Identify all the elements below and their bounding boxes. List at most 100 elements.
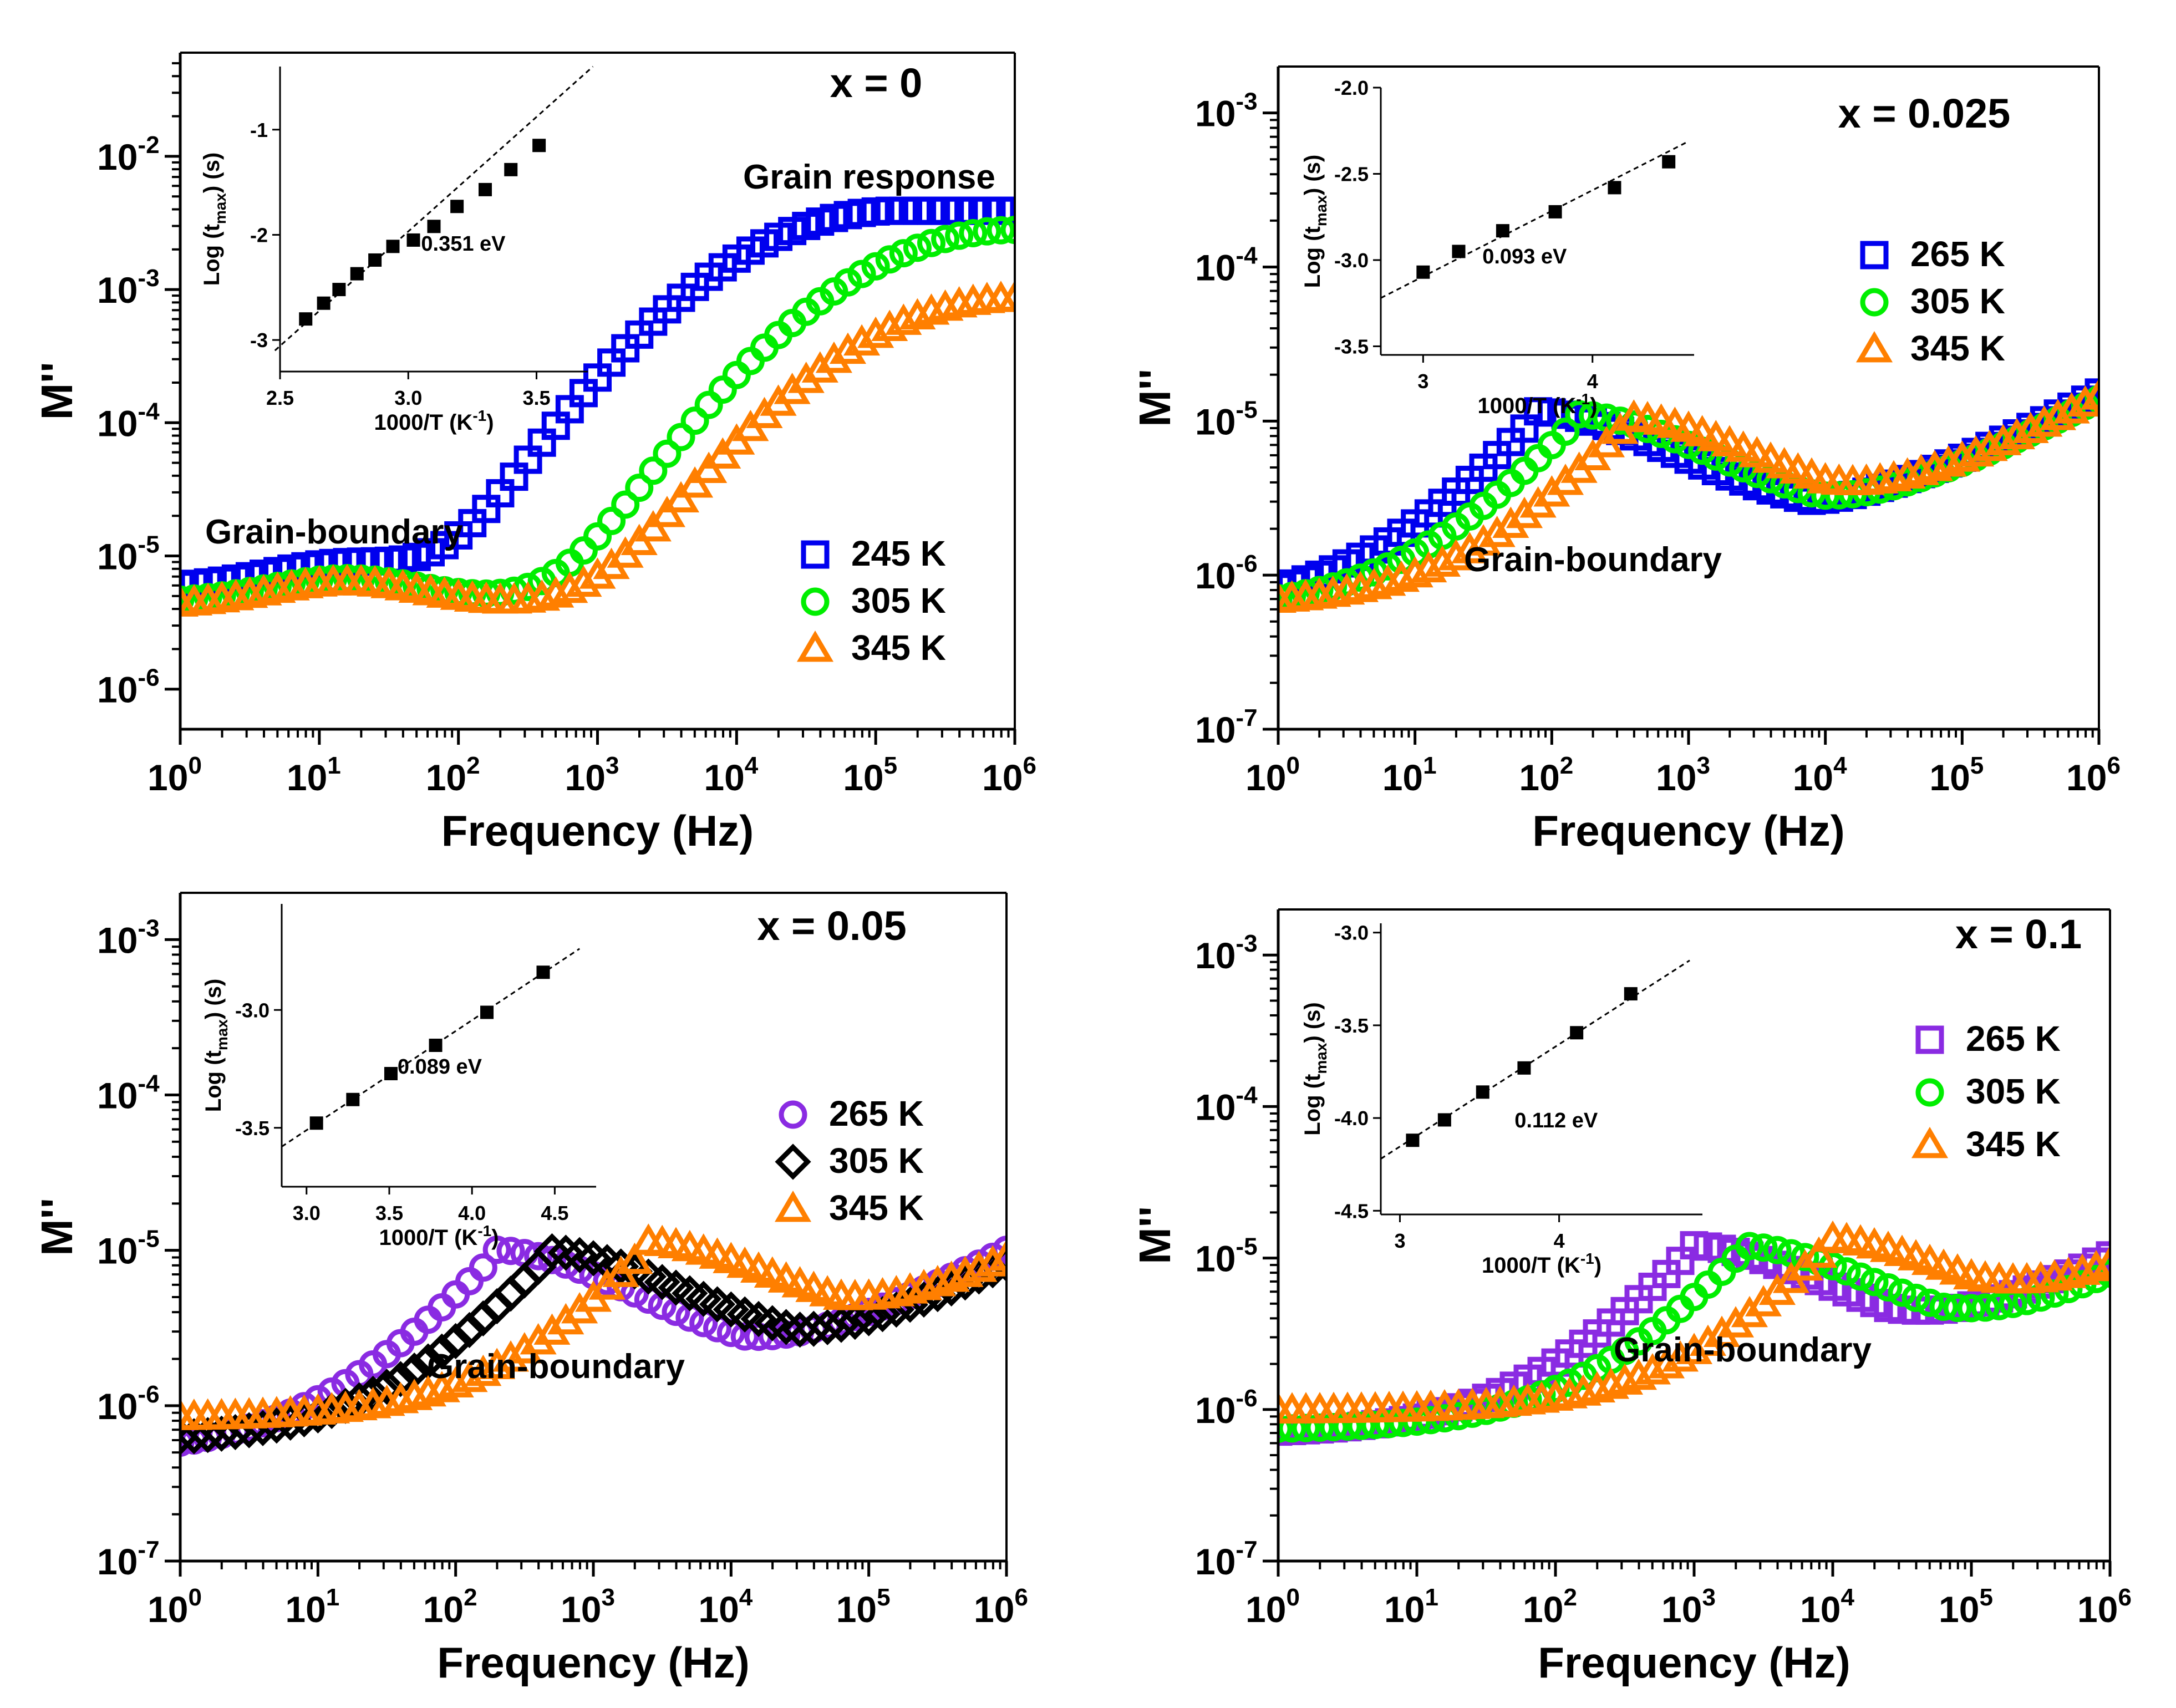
data-point xyxy=(837,1303,873,1340)
x-tick-label: 104 xyxy=(1800,1584,1854,1630)
data-point xyxy=(583,522,612,551)
x-tick-label: 103 xyxy=(1656,752,1710,798)
inset-data-point xyxy=(1416,265,1430,279)
data-point xyxy=(1606,406,1635,435)
data-point xyxy=(1000,216,1015,245)
data-point xyxy=(903,233,932,262)
x-axis-label: Frequency (Hz) xyxy=(437,1638,749,1687)
y-tick-label: 10-3 xyxy=(1195,930,1258,976)
inset-data-point xyxy=(406,233,420,247)
x-axis-label: Frequency (Hz) xyxy=(1538,1638,1850,1687)
legend-label: 345 K xyxy=(1910,328,2005,368)
data-point xyxy=(1800,1236,1838,1268)
legend-marker xyxy=(1915,1025,1944,1054)
data-point xyxy=(2026,405,2063,437)
chart-panel-3: 100 101 102 103 104 105 106 10-7 10-6 10-5 10-4 10-… xyxy=(32,892,1028,1687)
inset-data-point xyxy=(368,253,382,267)
x-tick-label: 101 xyxy=(287,752,341,798)
data-point xyxy=(672,1275,708,1312)
legend-marker xyxy=(1855,331,1893,363)
data-point xyxy=(1451,532,1488,563)
data-point xyxy=(492,1340,530,1372)
inset-data-point xyxy=(480,1005,494,1019)
inset-y-tick-label: -3.0 xyxy=(1334,922,1369,944)
inset-y-tick-label: -3.0 xyxy=(235,999,270,1021)
activation-energy-label: 0.351 eV xyxy=(421,232,506,256)
activation-energy-label: 0.089 eV xyxy=(398,1055,482,1079)
data-point xyxy=(1375,1410,1404,1438)
data-point xyxy=(1846,1262,1875,1291)
chart-panel-2: 100 101 102 103 104 105 106 10-7 10-6 10-5 10-4 10-… xyxy=(1130,65,2121,855)
data-point xyxy=(680,406,709,435)
inset-y-tick-label: -4.5 xyxy=(1334,1199,1369,1222)
inset-fit-line xyxy=(1380,959,1690,1160)
data-point xyxy=(1648,1347,1685,1379)
legend-label: 265 K xyxy=(829,1094,924,1133)
data-point xyxy=(736,347,765,375)
data-point xyxy=(1465,524,1502,556)
inset-x-tick-label: 4 xyxy=(1554,1229,1565,1252)
inset-y-tick-label: -1 xyxy=(250,119,268,141)
data-point xyxy=(843,324,881,356)
data-point xyxy=(1661,1340,1699,1372)
data-point xyxy=(551,571,588,603)
chart-title: x = 0.1 xyxy=(1955,911,2082,957)
inset-x-axis-label: 1000/T (K-1) xyxy=(1477,390,1597,418)
inset-y-tick-label: -2.0 xyxy=(1334,77,1369,99)
data-point xyxy=(423,1371,460,1402)
inset-x-tick-label: 3 xyxy=(1417,370,1428,393)
legend-marker xyxy=(1915,1078,1944,1107)
legend: 265 K 305 K 345 K xyxy=(774,1094,924,1228)
data-point xyxy=(1606,1363,1644,1395)
y-tick-label: 10-6 xyxy=(1195,1385,1258,1431)
inset-y-axis-label: Log (tmax) (s) xyxy=(200,152,229,286)
legend-label: 345 K xyxy=(1966,1124,2061,1164)
inset-y-tick-label: -3 xyxy=(250,329,268,352)
y-tick-label: 10-5 xyxy=(97,1226,160,1272)
data-point xyxy=(506,1332,543,1364)
data-point xyxy=(1749,1233,1778,1262)
data-point xyxy=(945,221,974,250)
data-point xyxy=(482,1236,511,1264)
legend-marker xyxy=(779,1100,807,1129)
inset-data-point xyxy=(1662,155,1676,169)
data-point xyxy=(1971,1293,2000,1322)
data-point xyxy=(1824,481,1853,510)
chart-panel-1: 100 101 102 103 104 105 106 10-6 10-5 10-4 10-3 10-… xyxy=(32,52,1036,855)
data-point xyxy=(180,585,195,614)
data-point xyxy=(1874,1273,1903,1302)
inset-y-tick-label: -3.5 xyxy=(235,1117,270,1140)
data-point xyxy=(662,481,700,513)
inset-x-tick-label: 3.0 xyxy=(394,387,422,409)
data-point xyxy=(424,1333,460,1370)
data-point xyxy=(2053,392,2090,424)
data-point xyxy=(974,1245,1006,1277)
inset-data-point xyxy=(386,240,400,253)
data-point xyxy=(677,466,714,498)
y-tick-label: 10-6 xyxy=(97,1381,160,1427)
x-axis-label: Frequency (Hz) xyxy=(1532,806,1844,855)
x-tick-label: 101 xyxy=(285,1584,339,1630)
data-point xyxy=(469,1253,497,1282)
data-point xyxy=(1382,560,1420,592)
data-point xyxy=(455,1267,484,1295)
inset-data-point xyxy=(504,162,518,176)
data-point xyxy=(2039,399,2077,430)
legend-marker xyxy=(796,630,834,662)
data-point xyxy=(917,228,945,257)
y-tick-label: 10-4 xyxy=(97,1070,160,1116)
inset-x-axis-label: 1000/T (K-1) xyxy=(1482,1250,1602,1278)
y-tick-label: 10-4 xyxy=(1195,242,1258,288)
legend-label: 305 K xyxy=(851,581,946,621)
legend-marker xyxy=(774,1190,812,1222)
y-axis-label: M'' xyxy=(32,1198,82,1256)
data-point xyxy=(1860,1268,1889,1297)
data-point xyxy=(861,252,890,281)
data-point xyxy=(611,490,640,519)
data-point xyxy=(1478,515,1516,547)
data-point xyxy=(565,565,602,597)
inset-data-point xyxy=(1452,245,1466,258)
data-point xyxy=(639,456,668,485)
y-tick-label: 10-3 xyxy=(1195,88,1258,134)
legend: 265 K 305 K 345 K xyxy=(1911,1019,2061,1164)
